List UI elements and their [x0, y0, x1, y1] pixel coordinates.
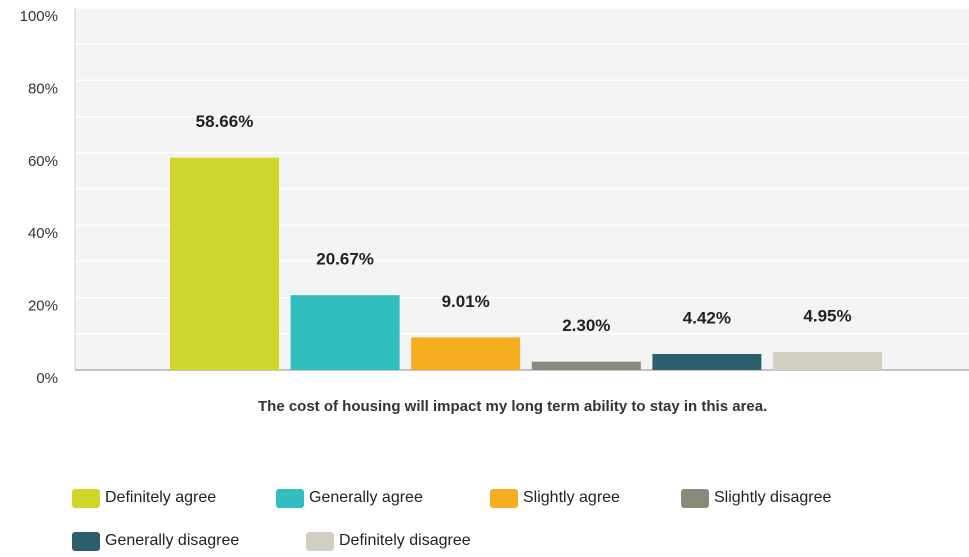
data-label: 9.01%: [442, 292, 490, 311]
y-tick-label: 60%: [28, 153, 58, 170]
data-label: 58.66%: [196, 112, 254, 131]
legend-label: Generally disagree: [105, 532, 239, 549]
legend-swatch: [72, 532, 100, 551]
legend-label: Generally agree: [309, 489, 423, 506]
data-label: 2.30%: [562, 316, 610, 335]
y-tick-label: 100%: [20, 8, 58, 25]
bar: [531, 361, 641, 370]
legend-label: Definitely disagree: [339, 532, 471, 549]
data-label: 4.42%: [683, 308, 731, 327]
bar: [411, 337, 521, 370]
legend-label: Definitely agree: [105, 489, 216, 506]
legend-label: Slightly disagree: [714, 489, 832, 506]
bar: [290, 295, 400, 370]
bar: [773, 352, 882, 370]
legend-label: Slightly agree: [523, 489, 620, 506]
y-tick-label: 20%: [28, 298, 58, 315]
bar: [652, 353, 762, 370]
legend-swatch: [490, 489, 518, 508]
y-tick-label: 0%: [36, 370, 58, 387]
legend-swatch: [276, 489, 304, 508]
x-category-label: The cost of housing will impact my long …: [258, 398, 768, 415]
legend-swatch: [306, 532, 334, 551]
bar: [170, 157, 279, 370]
legend-swatch: [681, 489, 709, 508]
y-tick-label: 40%: [28, 225, 58, 242]
y-tick-label: 80%: [28, 80, 58, 97]
data-label: 4.95%: [803, 307, 851, 326]
legend-swatch: [72, 489, 100, 508]
data-label: 20.67%: [316, 250, 374, 269]
